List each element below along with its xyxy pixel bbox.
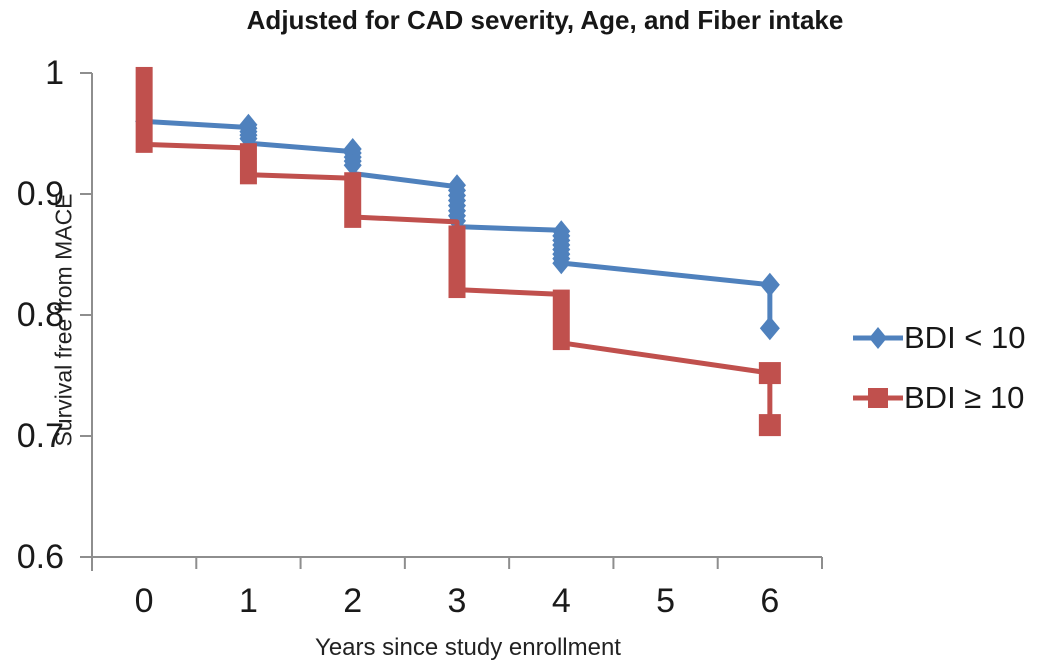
x-axis-title: Years since study enrollment [315,634,621,661]
x-tick-label-3: 3 [447,582,467,620]
y-tick-label-1: 1 [45,54,64,92]
y-tick-label-0.9: 0.9 [16,175,64,213]
legend-label: BDI < 10 [904,320,1026,355]
x-tick-label-5: 5 [656,582,676,620]
x-tick-label-1: 1 [238,582,258,620]
y-tick-label-0.7: 0.7 [16,417,64,455]
legend-item-bdi-lt-10: BDI < 10 [852,316,1026,360]
legend-marker-diamond-icon [853,327,903,349]
x-tick-label-2: 2 [343,582,363,620]
x-tick-label-4: 4 [551,582,571,620]
legend-item-bdi-ge-10: BDI ≥ 10 [852,376,1024,420]
y-tick-label-0.8: 0.8 [16,296,64,334]
legend-label: BDI ≥ 10 [904,380,1025,415]
x-tick-label-6: 6 [760,582,780,620]
legend-marker-square-icon [853,388,903,408]
y-tick-label-0.6: 0.6 [16,538,64,576]
x-tick-label-0: 0 [134,582,154,620]
chart-title: Adjusted for CAD severity, Age, and Fibe… [246,5,844,35]
